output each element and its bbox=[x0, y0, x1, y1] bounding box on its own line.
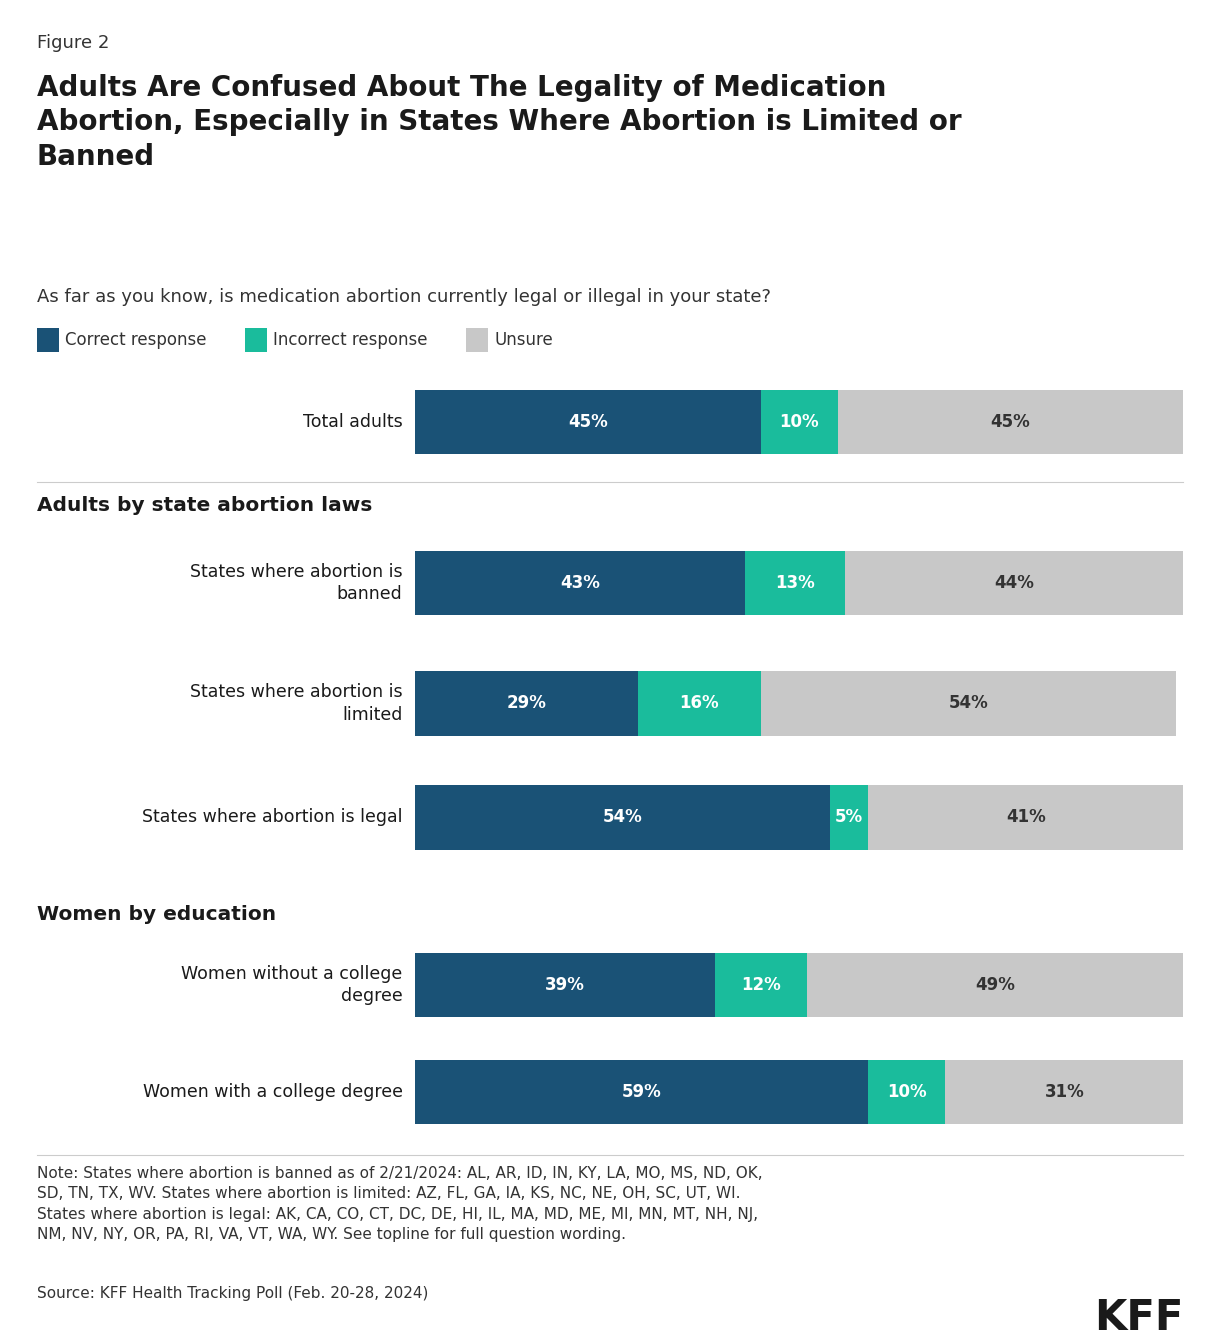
Text: 59%: 59% bbox=[622, 1083, 661, 1101]
Bar bbox=[638, 671, 761, 736]
Bar bbox=[845, 551, 1183, 615]
Bar bbox=[245, 328, 267, 352]
Bar bbox=[806, 953, 1183, 1017]
Text: 41%: 41% bbox=[1006, 808, 1046, 827]
Text: Unsure: Unsure bbox=[494, 331, 553, 350]
Bar bbox=[415, 390, 760, 454]
Text: Women with a college degree: Women with a college degree bbox=[143, 1083, 403, 1101]
Bar bbox=[761, 671, 1176, 736]
Text: 54%: 54% bbox=[603, 808, 642, 827]
Text: As far as you know, is medication abortion currently legal or illegal in your st: As far as you know, is medication aborti… bbox=[37, 288, 771, 306]
Bar bbox=[869, 785, 1183, 850]
Text: 12%: 12% bbox=[741, 976, 781, 994]
Bar bbox=[837, 390, 1183, 454]
Bar bbox=[869, 1060, 946, 1124]
Text: 44%: 44% bbox=[994, 574, 1035, 592]
Bar bbox=[415, 785, 830, 850]
Text: Adults Are Confused About The Legality of Medication
Abortion, Especially in Sta: Adults Are Confused About The Legality o… bbox=[37, 74, 961, 172]
Bar bbox=[415, 953, 715, 1017]
Bar bbox=[745, 551, 845, 615]
Text: Figure 2: Figure 2 bbox=[37, 34, 109, 51]
Bar bbox=[415, 671, 638, 736]
Text: 13%: 13% bbox=[776, 574, 815, 592]
Text: 45%: 45% bbox=[567, 413, 608, 431]
Text: Correct response: Correct response bbox=[65, 331, 206, 350]
Text: Women by education: Women by education bbox=[37, 905, 276, 923]
Text: Adults by state abortion laws: Adults by state abortion laws bbox=[37, 496, 372, 515]
Text: 10%: 10% bbox=[780, 413, 819, 431]
Text: Women without a college
degree: Women without a college degree bbox=[182, 965, 403, 1005]
Text: KFF: KFF bbox=[1094, 1297, 1183, 1339]
Bar bbox=[415, 551, 745, 615]
Text: 43%: 43% bbox=[560, 574, 600, 592]
Text: Total adults: Total adults bbox=[303, 413, 403, 431]
Text: States where abortion is
limited: States where abortion is limited bbox=[190, 683, 403, 724]
Bar bbox=[715, 953, 806, 1017]
Text: 49%: 49% bbox=[975, 976, 1015, 994]
Text: 31%: 31% bbox=[1044, 1083, 1085, 1101]
Text: States where abortion is
banned: States where abortion is banned bbox=[190, 563, 403, 603]
Bar bbox=[946, 1060, 1183, 1124]
Text: Incorrect response: Incorrect response bbox=[273, 331, 428, 350]
Bar bbox=[466, 328, 488, 352]
Bar bbox=[761, 390, 837, 454]
Text: 39%: 39% bbox=[545, 976, 584, 994]
Text: States where abortion is legal: States where abortion is legal bbox=[142, 808, 403, 827]
Text: 10%: 10% bbox=[887, 1083, 926, 1101]
Text: 5%: 5% bbox=[834, 808, 863, 827]
Text: 54%: 54% bbox=[948, 694, 988, 713]
Bar bbox=[37, 328, 59, 352]
Bar bbox=[830, 785, 869, 850]
Text: 16%: 16% bbox=[680, 694, 719, 713]
Bar bbox=[415, 1060, 869, 1124]
Text: 29%: 29% bbox=[506, 694, 547, 713]
Text: Note: States where abortion is banned as of 2/21/2024: AL, AR, ID, IN, KY, LA, M: Note: States where abortion is banned as… bbox=[37, 1166, 762, 1242]
Text: Source: KFF Health Tracking Poll (Feb. 20-28, 2024): Source: KFF Health Tracking Poll (Feb. 2… bbox=[37, 1286, 428, 1301]
Text: 45%: 45% bbox=[991, 413, 1031, 431]
